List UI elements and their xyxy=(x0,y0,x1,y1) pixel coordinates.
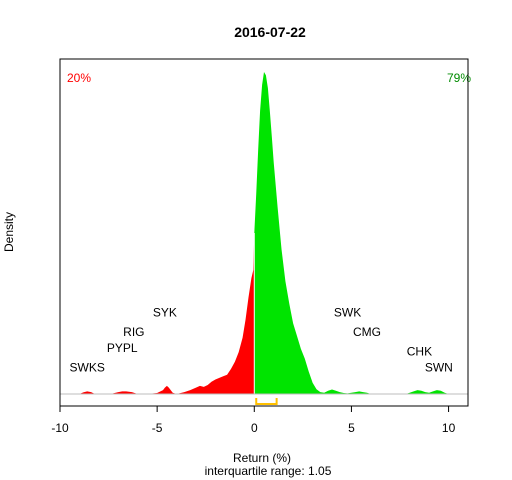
x-tick-label: 0 xyxy=(251,421,258,435)
iqr-bracket xyxy=(255,398,278,405)
x-axis: -10 -5 0 5 10 xyxy=(51,406,456,435)
annotation-swn: SWN xyxy=(425,360,453,374)
annotation-rig: RIG xyxy=(123,325,144,339)
iqr-subtitle: interquartile range: 1.05 xyxy=(205,464,332,478)
density-area-layer xyxy=(60,72,468,405)
annotation-swk: SWK xyxy=(334,306,361,320)
density-positive-area xyxy=(254,72,468,394)
density-negative-area xyxy=(61,233,255,394)
chart-title: 2016-07-22 xyxy=(234,24,306,40)
annotation-cmg: CMG xyxy=(353,325,381,339)
annotation-pypl: PYPL xyxy=(107,341,138,355)
x-tick-label: -5 xyxy=(152,421,163,435)
pct-positive-label: 79% xyxy=(447,71,471,85)
annotation-swks: SWKS xyxy=(70,360,105,374)
annotation-syk: SYK xyxy=(153,306,177,320)
plot-frame xyxy=(59,58,469,407)
pct-negative-label: 20% xyxy=(67,71,91,85)
x-axis-label: Return (%) xyxy=(233,451,291,465)
x-tick-label: -10 xyxy=(51,421,69,435)
y-axis-label: Density xyxy=(2,212,16,252)
x-tick-label: 10 xyxy=(442,421,456,435)
x-tick-label: 5 xyxy=(348,421,355,435)
annotation-chk: CHK xyxy=(407,344,432,358)
